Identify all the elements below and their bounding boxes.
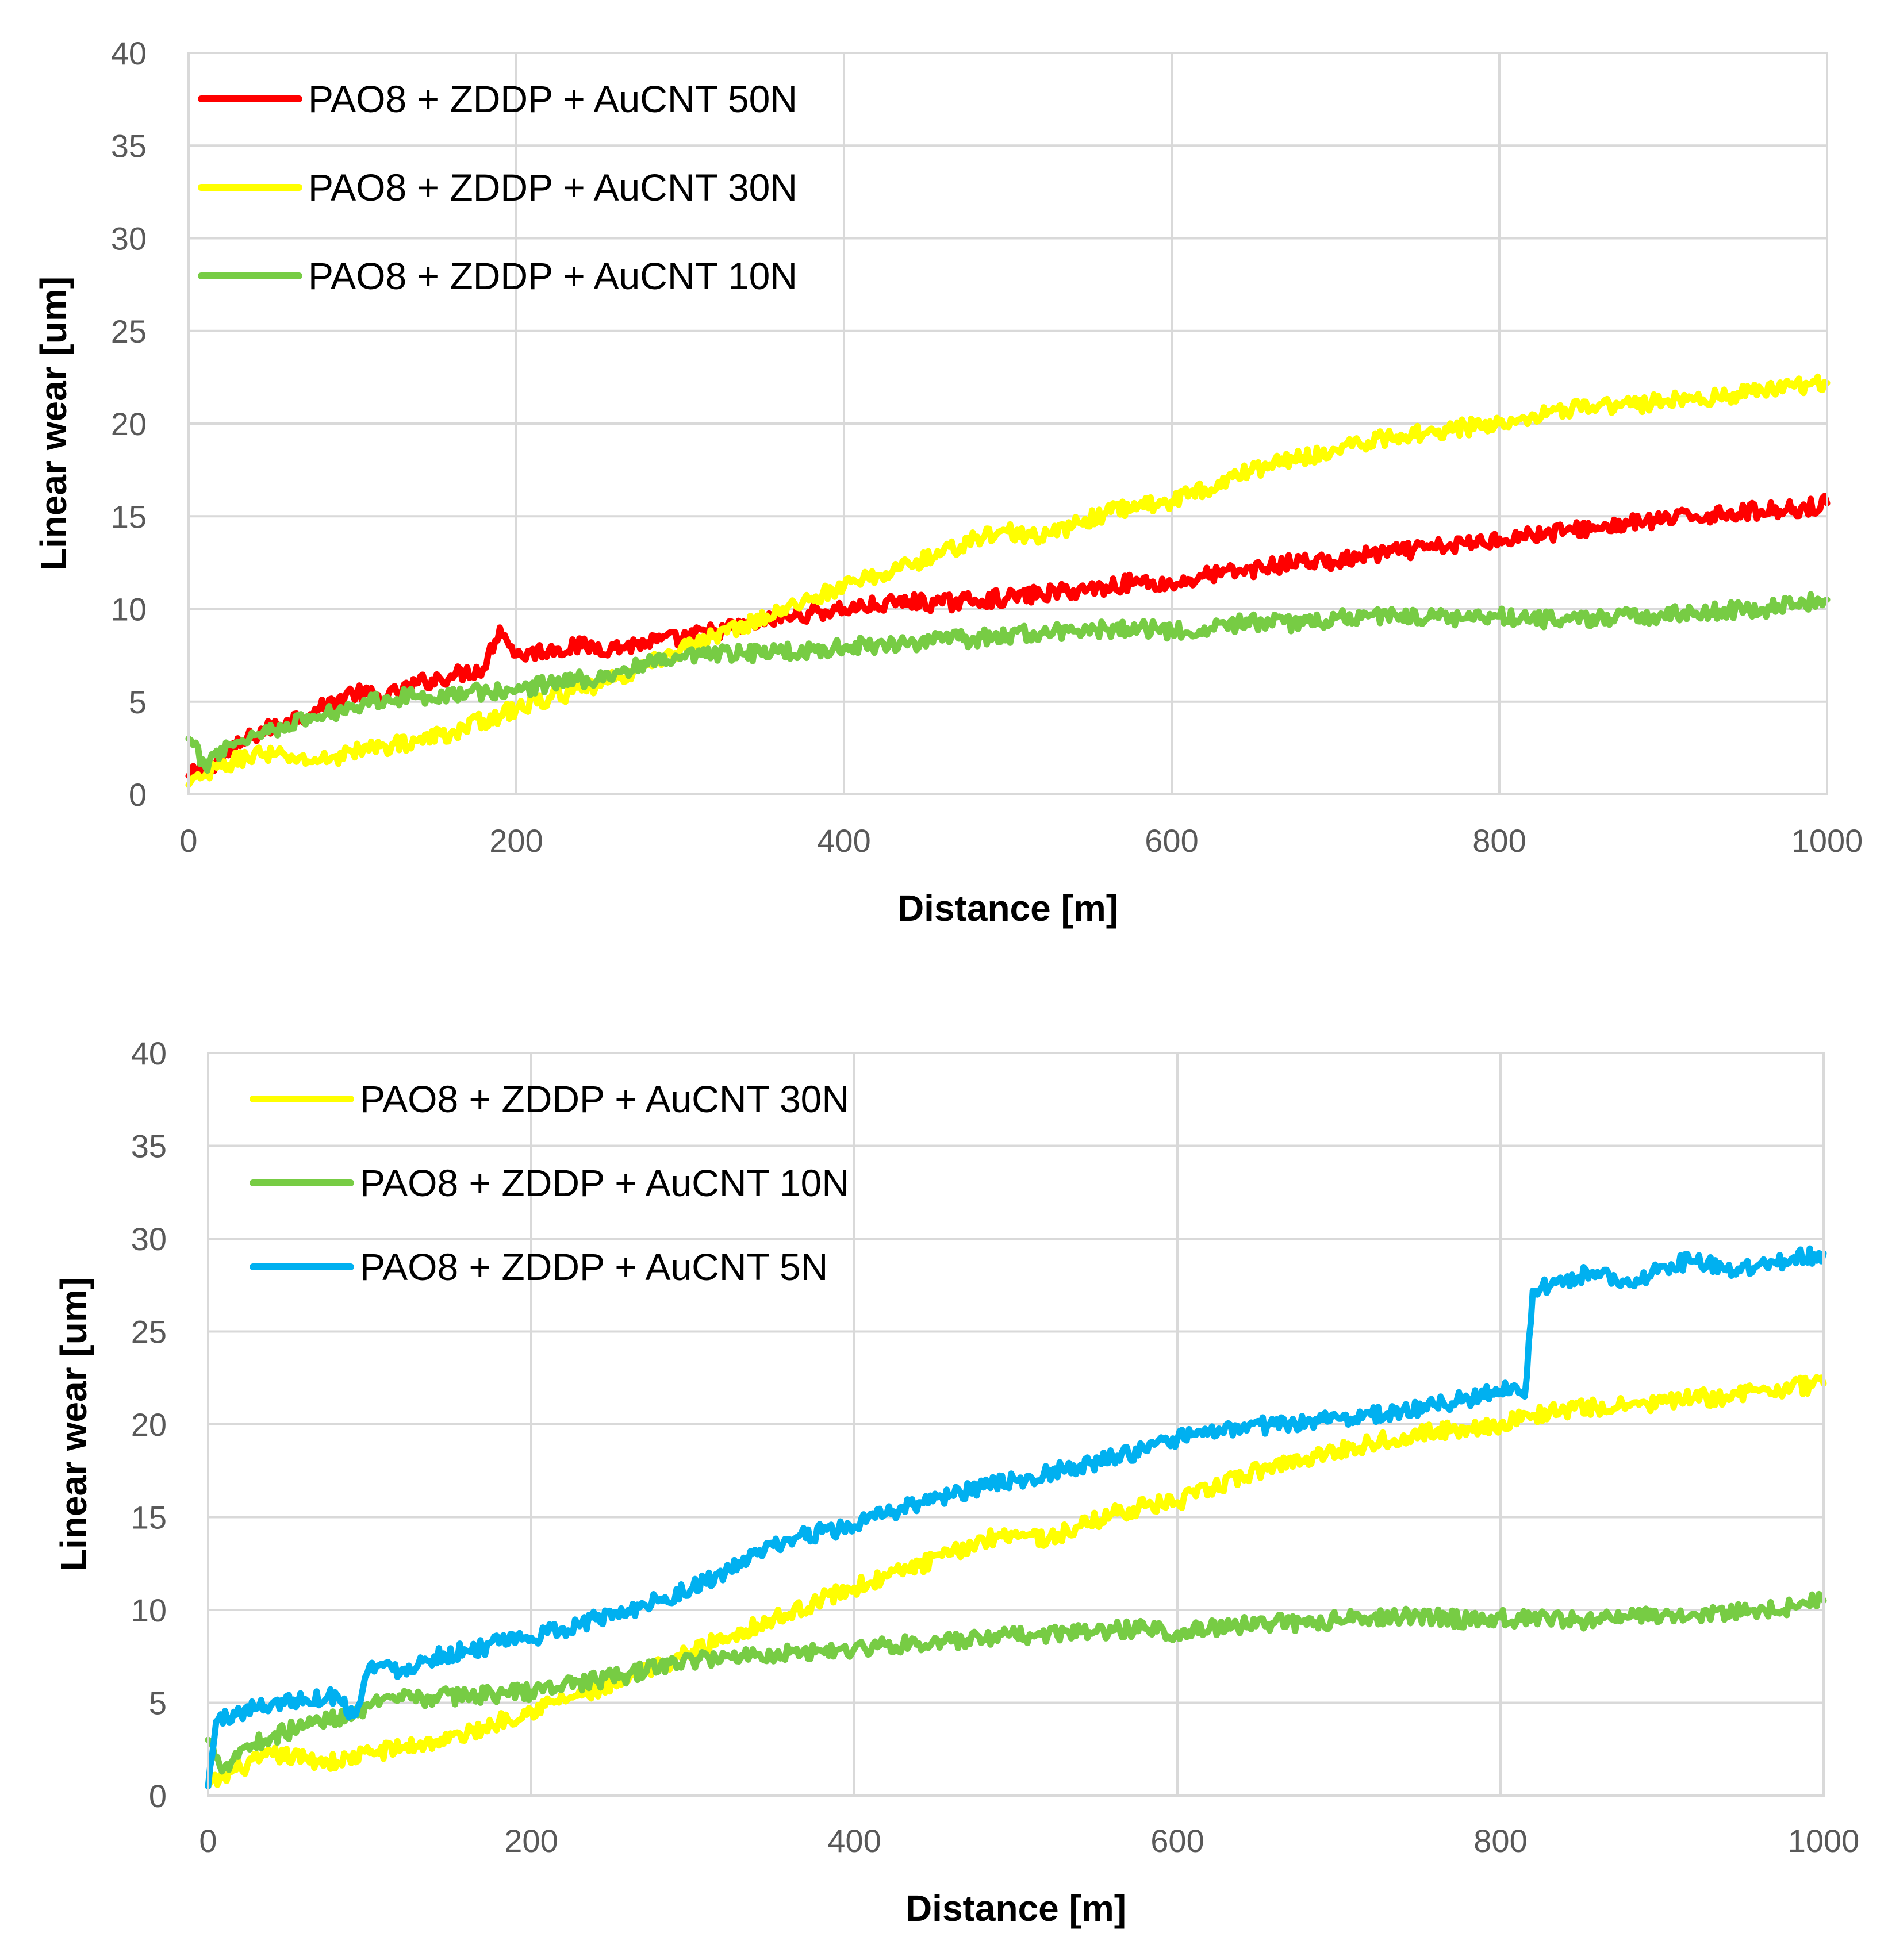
y-tick-label: 20: [111, 406, 147, 442]
series-line-pao8-zddp-aucnt-5n: [205, 1245, 1827, 1790]
y-tick-label: 20: [131, 1406, 167, 1443]
y-tick-label: 15: [111, 498, 147, 535]
y-tick-label: 5: [129, 684, 147, 720]
plot-frame: [207, 1052, 1825, 1797]
x-tick-label: 200: [489, 823, 543, 859]
x-tick-label: 800: [1472, 823, 1526, 859]
y-tick-label: 5: [149, 1685, 167, 1721]
plot-series: [205, 1245, 1827, 1790]
y-tick-label: 15: [131, 1500, 167, 1536]
y-axis-title: Linear wear [um]: [53, 1277, 94, 1571]
legend-item: PAO8 + ZDDP + AuCNT 10N: [198, 255, 797, 297]
legend-item: PAO8 + ZDDP + AuCNT 10N: [250, 1162, 849, 1204]
y-tick-label: 25: [111, 313, 147, 349]
legend-item: PAO8 + ZDDP + AuCNT 50N: [198, 78, 797, 120]
series-line-pao8-zddp-aucnt-10n: [185, 591, 1831, 774]
legend-label: PAO8 + ZDDP + AuCNT 5N: [360, 1246, 828, 1288]
legend-label: PAO8 + ZDDP + AuCNT 30N: [360, 1078, 849, 1120]
x-tick-label: 600: [1150, 1823, 1204, 1859]
legend-label: PAO8 + ZDDP + AuCNT 50N: [308, 78, 797, 120]
legend-label: PAO8 + ZDDP + AuCNT 10N: [360, 1162, 849, 1204]
legend: PAO8 + ZDDP + AuCNT 50N PAO8 + ZDDP + AuC…: [198, 78, 797, 297]
x-tick-label: 0: [199, 1823, 217, 1859]
x-tick-label: 400: [817, 823, 870, 859]
plot-frame: [187, 52, 1828, 795]
y-tick-label: 0: [129, 777, 147, 813]
legend-item: PAO8 + ZDDP + AuCNT 5N: [250, 1246, 828, 1288]
y-tick-label: 40: [131, 1035, 167, 1071]
x-tick-label: 200: [504, 1823, 558, 1859]
x-tick-label: 800: [1473, 1823, 1527, 1859]
y-tick-label: 0: [149, 1778, 167, 1814]
x-tick-label: 1000: [1791, 823, 1863, 859]
series-line-pao8-zddp-aucnt-50n: [185, 493, 1831, 779]
y-tick-label: 10: [131, 1592, 167, 1628]
x-axis-title: Distance [m]: [897, 887, 1118, 929]
plot-series: [185, 373, 1831, 789]
y-tick-label: 30: [111, 221, 147, 257]
y-tick-label: 30: [131, 1221, 167, 1257]
x-tick-label: 1000: [1788, 1823, 1860, 1859]
x-tick-label: 400: [827, 1823, 881, 1859]
y-axis-title: Linear wear [um]: [33, 276, 74, 571]
x-tick-label: 0: [179, 823, 197, 859]
series-line-pao8-zddp-aucnt-30n: [205, 1374, 1827, 1790]
series-line-pao8-zddp-aucnt-10n: [205, 1590, 1827, 1775]
legend-item: PAO8 + ZDDP + AuCNT 30N: [198, 166, 797, 209]
legend: PAO8 + ZDDP + AuCNT 30N PAO8 + ZDDP + AuC…: [250, 1078, 849, 1288]
x-axis-title: Distance [m]: [905, 1888, 1126, 1929]
x-tick-label: 600: [1145, 823, 1198, 859]
legend-label: PAO8 + ZDDP + AuCNT 10N: [308, 255, 797, 297]
y-tick-label: 40: [111, 35, 147, 71]
y-tick-label: 10: [111, 591, 147, 628]
y-tick-label: 35: [131, 1128, 167, 1165]
y-tick-label: 25: [131, 1314, 167, 1350]
y-tick-label: 35: [111, 128, 147, 164]
legend-item: PAO8 + ZDDP + AuCNT 30N: [250, 1078, 849, 1120]
legend-label: PAO8 + ZDDP + AuCNT 30N: [308, 166, 797, 209]
series-line-pao8-zddp-aucnt-30n: [185, 373, 1831, 789]
